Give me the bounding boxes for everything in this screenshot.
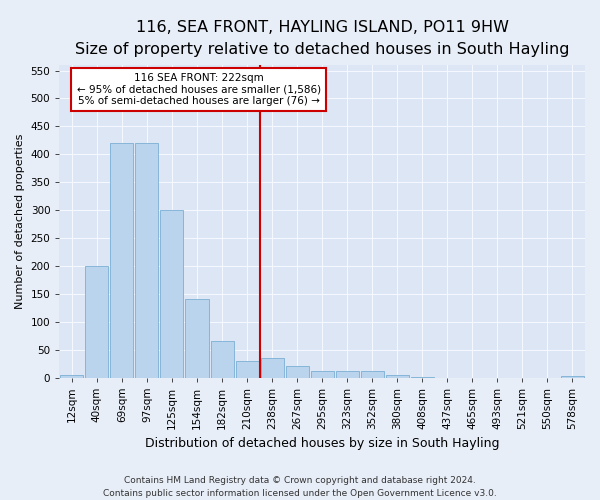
Y-axis label: Number of detached properties: Number of detached properties — [15, 134, 25, 309]
Bar — [260, 358, 284, 378]
Bar — [286, 366, 308, 378]
Bar — [411, 377, 434, 378]
Bar — [311, 371, 334, 378]
Bar — [386, 374, 409, 378]
Text: 116 SEA FRONT: 222sqm
← 95% of detached houses are smaller (1,586)
5% of semi-de: 116 SEA FRONT: 222sqm ← 95% of detached … — [77, 73, 320, 106]
Bar — [160, 210, 184, 378]
Bar — [85, 266, 109, 378]
Bar — [136, 143, 158, 378]
X-axis label: Distribution of detached houses by size in South Hayling: Distribution of detached houses by size … — [145, 437, 499, 450]
Bar — [335, 371, 359, 378]
Bar — [361, 371, 384, 378]
Bar — [561, 376, 584, 378]
Title: 116, SEA FRONT, HAYLING ISLAND, PO11 9HW
Size of property relative to detached h: 116, SEA FRONT, HAYLING ISLAND, PO11 9HW… — [75, 20, 569, 57]
Bar — [61, 374, 83, 378]
Bar — [185, 300, 209, 378]
Text: Contains HM Land Registry data © Crown copyright and database right 2024.
Contai: Contains HM Land Registry data © Crown c… — [103, 476, 497, 498]
Bar — [211, 341, 233, 378]
Bar — [236, 361, 259, 378]
Bar — [110, 143, 133, 378]
